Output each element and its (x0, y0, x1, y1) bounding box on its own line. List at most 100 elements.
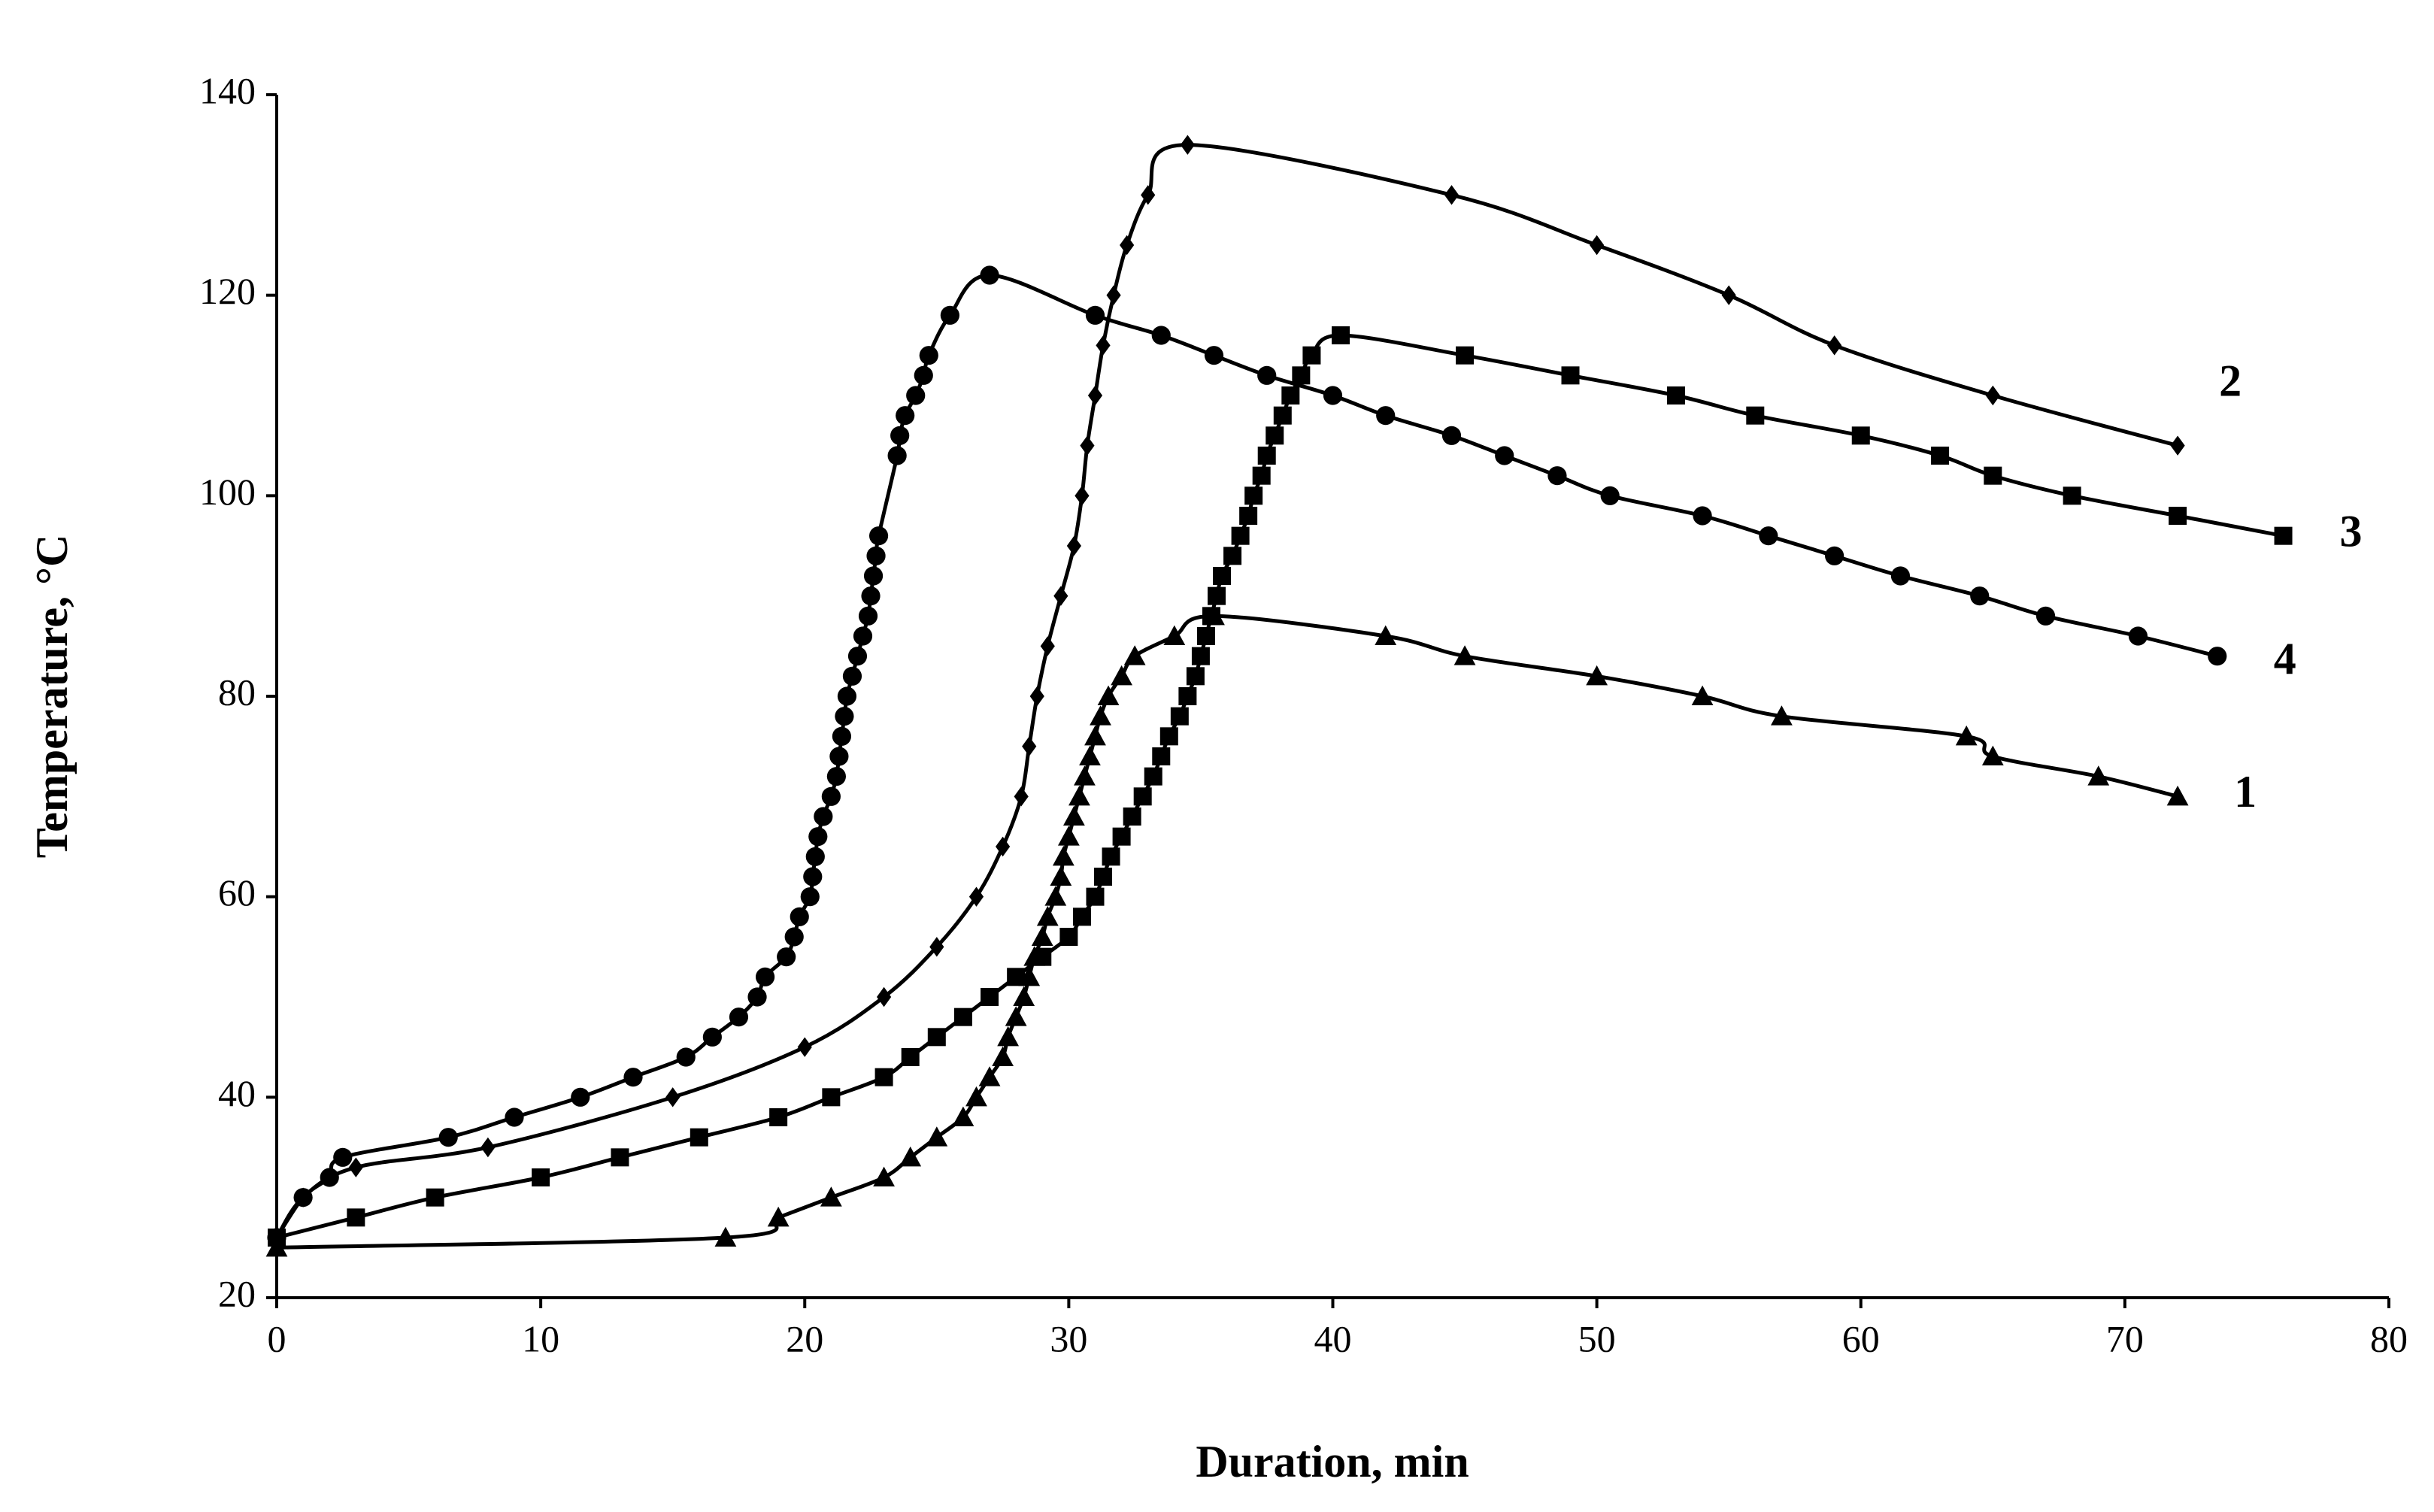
line (274, 273, 2218, 1239)
marker (1152, 747, 1171, 765)
marker (1547, 466, 1567, 486)
marker (1106, 285, 1121, 305)
curve-label: 1 (2234, 767, 2257, 817)
marker (965, 1086, 987, 1107)
marker (690, 1128, 708, 1147)
marker (808, 827, 828, 847)
marker (702, 1027, 722, 1047)
marker (1094, 868, 1113, 886)
marker (1376, 406, 1396, 426)
marker (1029, 686, 1044, 707)
marker (1981, 745, 2004, 765)
marker (981, 988, 999, 1006)
marker (611, 1148, 629, 1167)
marker (1123, 645, 1146, 665)
marker (1191, 647, 1210, 665)
marker (1375, 625, 1397, 645)
marker (784, 927, 804, 947)
marker (906, 386, 926, 405)
marker (997, 1026, 1020, 1047)
marker (1186, 667, 1205, 686)
marker (1984, 466, 2002, 485)
marker (853, 626, 873, 646)
marker (1022, 736, 1037, 756)
marker (426, 1188, 444, 1207)
marker (347, 1208, 365, 1227)
y-tick-label: 140 (199, 69, 256, 111)
y-tick-label: 100 (199, 471, 256, 513)
marker (1072, 908, 1091, 926)
y-tick-label: 80 (218, 671, 256, 713)
marker (876, 986, 892, 1007)
marker (1890, 566, 1911, 586)
marker (1771, 705, 1793, 726)
marker (829, 747, 849, 766)
marker (1444, 185, 1459, 205)
marker (821, 786, 841, 806)
marker (2208, 647, 2227, 666)
marker (980, 265, 999, 285)
marker (995, 836, 1011, 857)
marker (2169, 507, 2187, 525)
marker (873, 1166, 895, 1186)
x-tick-label: 10 (522, 1317, 559, 1359)
marker (929, 937, 944, 957)
marker (1050, 865, 1072, 886)
marker (1273, 406, 1292, 425)
x-tick-label: 20 (786, 1317, 823, 1359)
series: 1 (265, 604, 2257, 1257)
marker (1057, 826, 1080, 846)
marker (1033, 947, 1052, 966)
marker (800, 887, 820, 907)
marker (1084, 725, 1106, 746)
marker (1985, 385, 2000, 406)
marker (1281, 386, 1300, 405)
x-tick-label: 70 (2106, 1317, 2144, 1359)
marker (1202, 607, 1220, 626)
x-tick-label: 0 (268, 1317, 286, 1359)
marker (805, 847, 825, 866)
y-tick-label: 40 (218, 1072, 256, 1114)
marker (914, 365, 933, 385)
y-tick-label: 120 (199, 270, 256, 312)
marker (767, 1206, 790, 1227)
marker (2166, 785, 2189, 806)
marker (1159, 727, 1178, 746)
marker (2087, 765, 2110, 786)
marker (861, 586, 881, 606)
marker (820, 1186, 842, 1207)
marker (1955, 725, 1978, 746)
marker (1746, 406, 1765, 425)
marker (1931, 447, 1950, 465)
marker (1196, 627, 1215, 645)
marker (438, 1128, 458, 1147)
marker (1561, 366, 1580, 385)
marker (1302, 346, 1321, 365)
line (276, 614, 2178, 1250)
marker (1013, 986, 1035, 1006)
marker (1074, 765, 1096, 786)
marker (1441, 426, 1462, 445)
marker (1052, 845, 1075, 866)
marker (714, 1226, 737, 1247)
marker (1170, 707, 1189, 726)
marker (532, 1168, 550, 1186)
marker (623, 1068, 643, 1087)
marker (1066, 535, 1081, 556)
marker (1151, 326, 1171, 345)
marker (1111, 665, 1132, 686)
x-axis-title: Duration, min (1196, 1437, 1469, 1486)
marker (1178, 687, 1197, 705)
series: 3 (268, 326, 2363, 1247)
marker (992, 1046, 1014, 1066)
marker (1257, 365, 1277, 385)
marker (571, 1087, 590, 1107)
marker (1586, 665, 1608, 686)
x-tick-label: 50 (1578, 1317, 1616, 1359)
marker (940, 305, 959, 325)
marker (1239, 507, 1258, 525)
marker (1759, 526, 1778, 546)
marker (858, 606, 878, 626)
y-tick-label: 20 (218, 1272, 256, 1314)
